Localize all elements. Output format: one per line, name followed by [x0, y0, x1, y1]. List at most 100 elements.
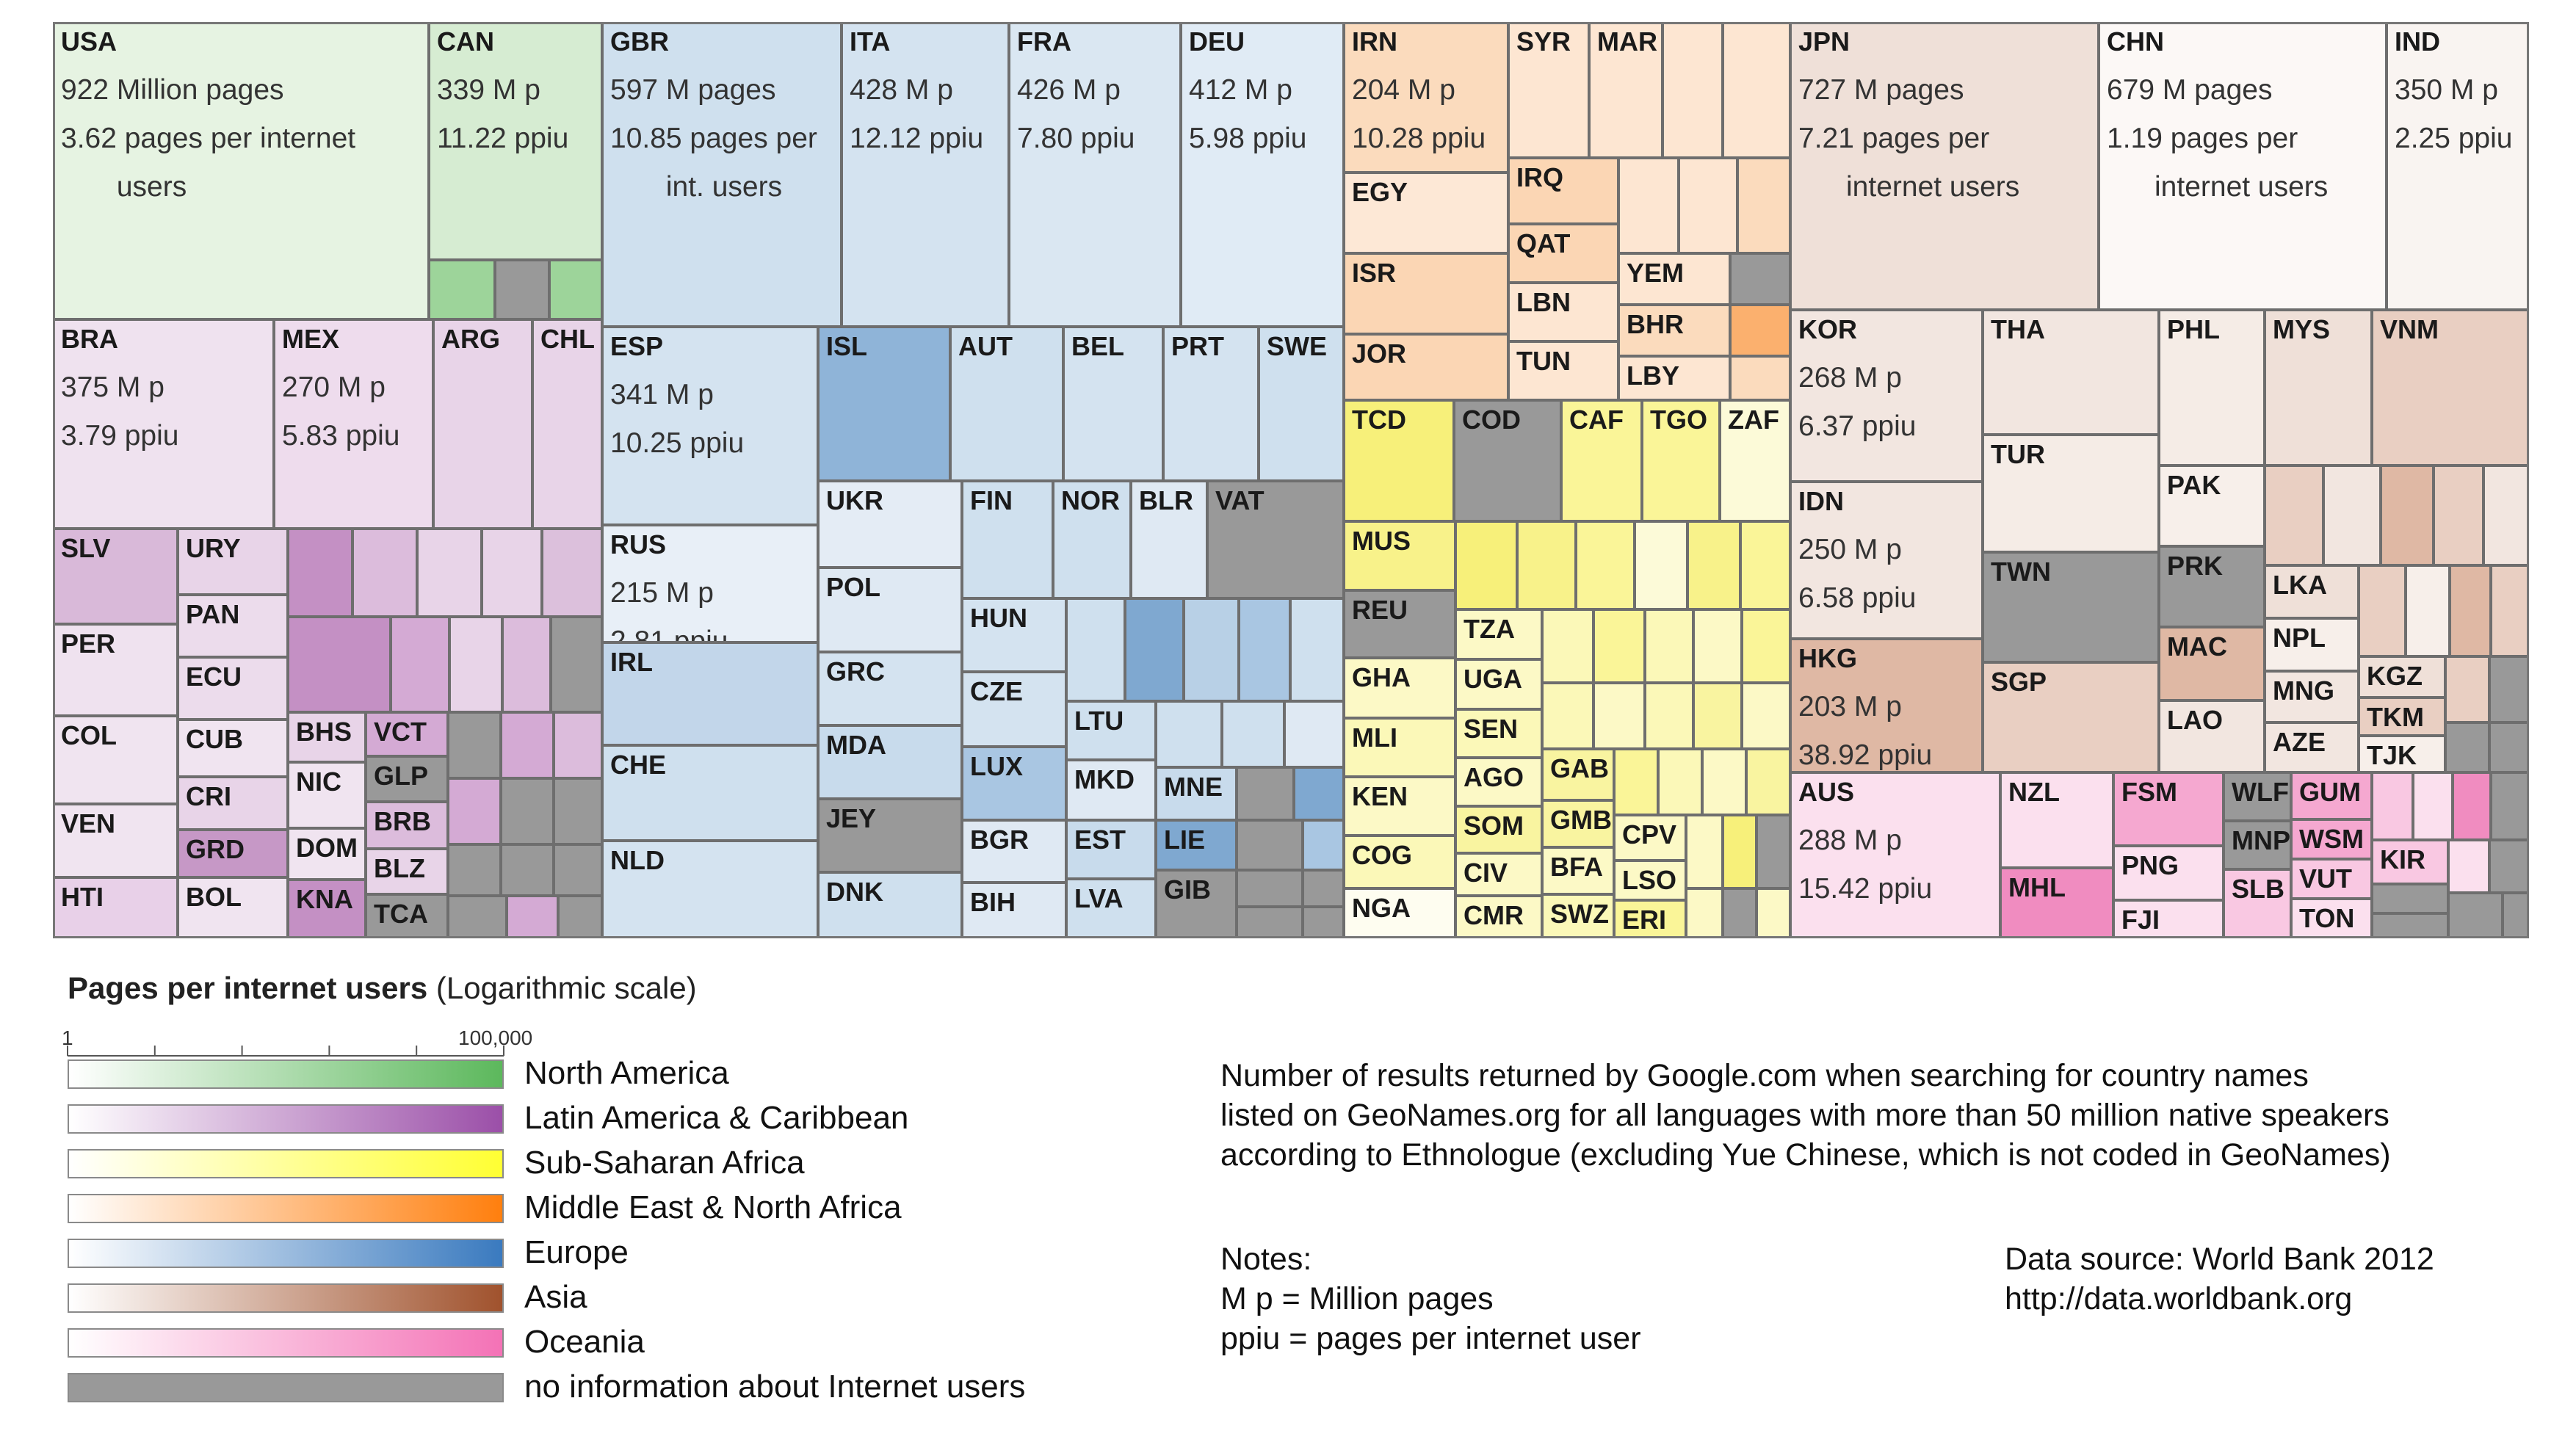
cell-unlabeled	[1156, 701, 1222, 767]
cell-code: BIH	[970, 887, 1016, 917]
cell-code: CUB	[186, 724, 243, 754]
cell-png: PNG	[2113, 846, 2224, 900]
cell-unlabeled	[1237, 820, 1303, 870]
cell-isl: ISL	[818, 327, 950, 481]
cell-info-line: 10.28 ppiu	[1352, 123, 1486, 154]
cell-deu: DEU 412 M p 5.98 ppiu	[1181, 22, 1344, 327]
cell-code: COD	[1462, 405, 1521, 435]
cell-code: GBR	[610, 26, 669, 57]
cell-ago: AGO	[1455, 758, 1542, 806]
cell-info: 250 M p 6.58 ppiu	[1798, 526, 1916, 623]
cell-info-line: 15.42 ppiu	[1798, 873, 1933, 905]
cell-info: 428 M p 12.12 ppiu	[850, 66, 983, 163]
cell-code: TCA	[374, 899, 428, 929]
cell-glp: GLP	[366, 756, 448, 802]
cell-code: GAB	[1550, 753, 1609, 783]
cell-mnp: MNP	[2224, 821, 2291, 869]
cell-tza: TZA	[1455, 609, 1542, 659]
cell-code: PAN	[186, 599, 240, 629]
cell-che: CHE	[602, 745, 818, 841]
cell-unlabeled	[1693, 683, 1742, 749]
cell-unlabeled	[551, 617, 602, 712]
cell-unlabeled	[554, 844, 602, 896]
cell-code: NOR	[1061, 485, 1120, 515]
cell-code: BRB	[374, 806, 431, 836]
cell-code: MNE	[1164, 772, 1223, 802]
cell-code: VAT	[1215, 485, 1265, 515]
cell-code: FRA	[1017, 26, 1071, 57]
legend-swatch	[68, 1149, 504, 1178]
cell-unlabeled	[1658, 749, 1702, 815]
cell-code: EGY	[1352, 177, 1408, 207]
cell-code: GMB	[1550, 805, 1612, 835]
cell-info-line: 350 M p	[2395, 74, 2498, 106]
cell-code: SYR	[1516, 26, 1571, 57]
cell-vut: VUT	[2291, 859, 2372, 899]
cell-sen: SEN	[1455, 709, 1542, 758]
cell-kgz: KGZ	[2359, 656, 2445, 698]
treemap: USA 922 Million pages 3.62 pages per inter…	[53, 22, 2529, 938]
cell-code: CPV	[1622, 819, 1677, 849]
cell-info-line: int. users	[610, 171, 783, 203]
notes-heading: Notes:	[1220, 1242, 1312, 1277]
cell-bel: BEL	[1063, 327, 1163, 481]
cell-unlabeled	[2445, 656, 2489, 722]
cell-aze: AZE	[2265, 722, 2359, 772]
cell-unlabeled	[1517, 521, 1576, 609]
cell-unlabeled	[429, 260, 495, 319]
cell-gbr: GBR 597 M pages 10.85 pages per int. users	[602, 22, 842, 327]
cell-unlabeled	[1294, 767, 1344, 820]
legend-label: Sub-Saharan Africa	[524, 1145, 805, 1181]
cell-info-line: 12.12 ppiu	[850, 123, 984, 154]
cell-info-line: 426 M p	[1017, 74, 1121, 106]
cell-ton: TON	[2291, 899, 2372, 938]
cell-unlabeled	[2448, 893, 2503, 938]
cell-ukr: UKR	[818, 481, 962, 568]
cell-unlabeled	[1702, 749, 1746, 815]
cell-bfa: BFA	[1542, 847, 1614, 894]
cell-info: 922 Million pages 3.62 pages per internet…	[61, 66, 355, 211]
cell-code: CZE	[970, 676, 1023, 706]
cell-hkg: HKG 203 M p 38.92 ppiu	[1790, 639, 1983, 772]
cell-info-line: 1.19 pages per	[2107, 123, 2298, 154]
cell-sgp: SGP	[1983, 662, 2159, 772]
cell-bra: BRA 375 M p 3.79 ppiu	[53, 319, 274, 529]
cell-unlabeled	[1222, 701, 1284, 767]
cell-tur: TUR	[1983, 435, 2159, 552]
cell-wlf: WLF	[2224, 772, 2291, 821]
cell-info-line: 5.98 ppiu	[1189, 123, 1307, 154]
cell-unlabeled	[542, 529, 602, 617]
data-source-line-1: Data source: World Bank 2012	[2005, 1242, 2434, 1277]
cell-code: BFA	[1550, 852, 1603, 882]
cell-kna: KNA	[288, 880, 366, 938]
cell-code: KIR	[2380, 844, 2425, 874]
cell-info-line: 3.62 pages per internet	[61, 123, 356, 154]
cell-info: 203 M p 38.92 ppiu	[1798, 683, 1932, 771]
cell-code: USA	[61, 26, 117, 57]
cell-unlabeled	[1066, 598, 1125, 701]
cell-code: KOR	[1798, 314, 1857, 344]
cell-info-line: 679 M pages	[2107, 74, 2273, 106]
cell-unlabeled	[1756, 815, 1790, 888]
cell-mhl: MHL	[2000, 868, 2113, 938]
cell-unlabeled	[2489, 722, 2529, 772]
legend-swatch	[68, 1194, 504, 1223]
cell-code: DNK	[826, 877, 883, 907]
cell-code: LBN	[1516, 287, 1571, 317]
cell-unlabeled	[1693, 609, 1742, 683]
cell-info-line: internet users	[2107, 171, 2329, 203]
cell-unlabeled	[449, 617, 502, 712]
cell-unlabeled	[2359, 565, 2406, 656]
cell-code: ISR	[1352, 258, 1397, 288]
cell-chl: CHL	[532, 319, 602, 529]
cell-code: UKR	[826, 485, 883, 515]
cell-dnk: DNK	[818, 872, 962, 938]
cell-hun: HUN	[962, 598, 1066, 672]
cell-info-line: 288 M p	[1798, 825, 1902, 856]
cell-unlabeled	[1742, 683, 1790, 749]
cell-mac: MAC	[2159, 627, 2265, 700]
cell-vct: VCT	[366, 712, 448, 756]
cell-code: ARG	[441, 324, 500, 354]
cell-unlabeled	[1730, 356, 1790, 400]
cell-mkd: MKD	[1066, 760, 1156, 820]
